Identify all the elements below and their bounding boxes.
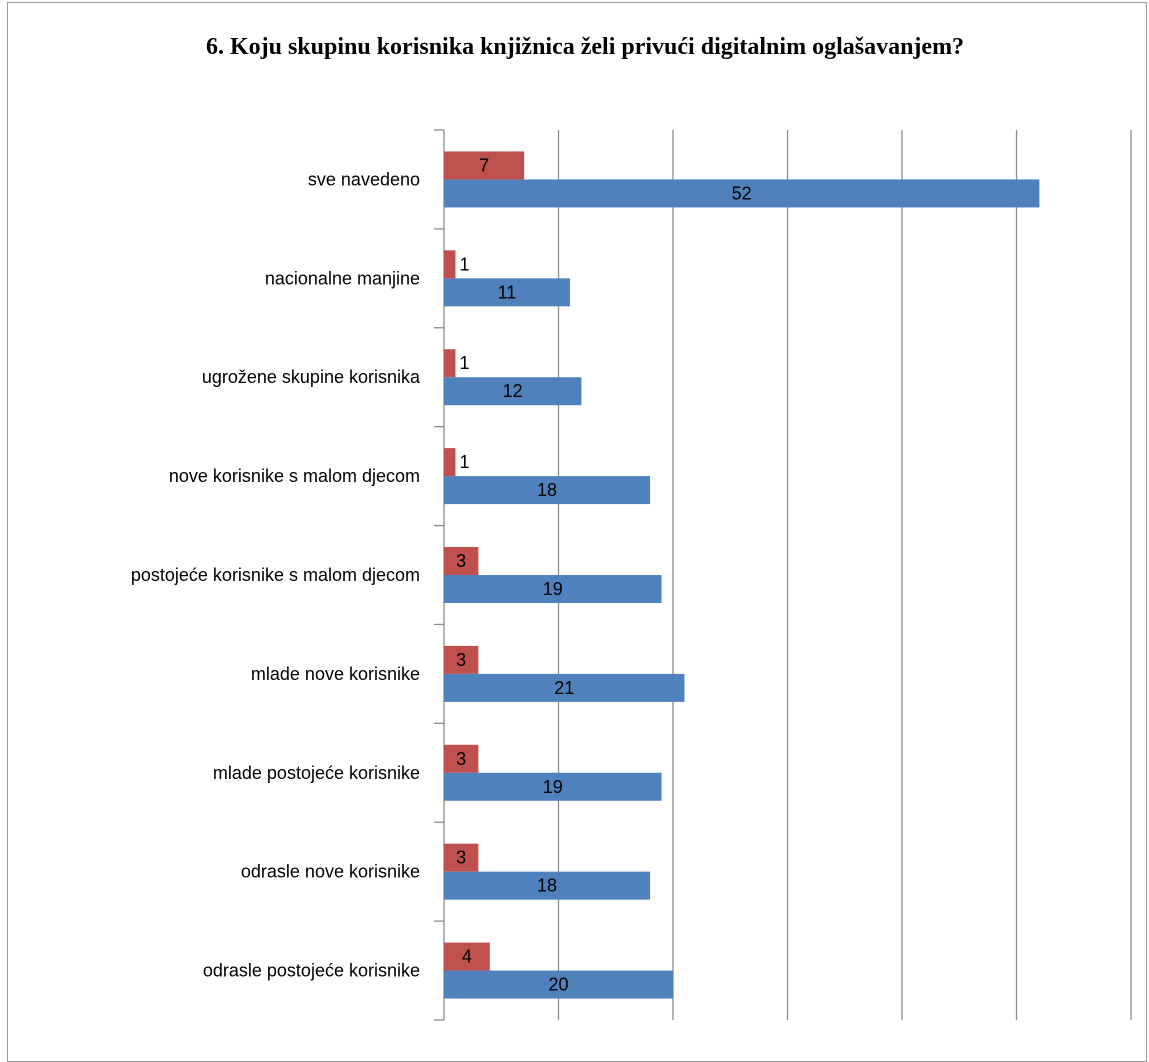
category-label: odrasle nove korisnike (241, 862, 420, 882)
category-label: sve navedeno (308, 169, 420, 189)
data-label-blue: 19 (543, 579, 563, 599)
bar-red (444, 151, 525, 180)
bar-blue (444, 575, 662, 603)
data-label-red: 7 (479, 155, 489, 175)
bar-red (444, 448, 456, 477)
category-label: ugrožene skupine korisnika (202, 367, 421, 387)
data-label-red: 4 (462, 947, 472, 967)
data-label-blue: 19 (543, 777, 563, 797)
data-label-red: 1 (459, 452, 469, 472)
bar-red (444, 942, 490, 971)
data-label-blue: 18 (537, 480, 557, 500)
data-label-red: 3 (456, 749, 466, 769)
data-label-blue: 21 (554, 678, 574, 698)
bar-red (444, 547, 479, 575)
data-label-red: 1 (459, 254, 469, 274)
data-label-red: 1 (459, 353, 469, 373)
bar-blue (444, 673, 685, 702)
data-label-red: 3 (456, 848, 466, 868)
bar-blue (444, 772, 662, 801)
category-label: mlade postojeće korisnike (213, 763, 420, 783)
category-label: nove korisnike s malom djecom (169, 466, 420, 486)
bar-red (444, 645, 479, 674)
bar-blue (444, 179, 1040, 208)
data-label-red: 3 (456, 551, 466, 571)
bar-blue (444, 871, 651, 900)
data-label-blue: 18 (537, 876, 557, 896)
category-label: odrasle postojeće korisnike (203, 961, 420, 981)
data-label-blue: 52 (732, 183, 752, 203)
bar-red (444, 843, 479, 872)
bar-blue (444, 377, 582, 406)
category-label: nacionalne manjine (265, 268, 420, 288)
bar-blue (444, 476, 651, 505)
data-label-blue: 11 (498, 282, 517, 302)
data-label-blue: 20 (548, 975, 568, 995)
bar-red (444, 744, 479, 773)
bar-blue (444, 278, 570, 307)
category-label: postojeće korisnike s malom djecom (131, 565, 420, 585)
bar-red (444, 250, 456, 279)
data-label-blue: 12 (503, 381, 523, 401)
bar-blue (444, 970, 673, 999)
chart-title: 6. Koju skupinu korisnika knjižnica želi… (205, 34, 965, 60)
data-label-red: 3 (456, 650, 466, 670)
category-label: mlade nove korisnike (251, 664, 420, 684)
bar-red (444, 349, 456, 378)
